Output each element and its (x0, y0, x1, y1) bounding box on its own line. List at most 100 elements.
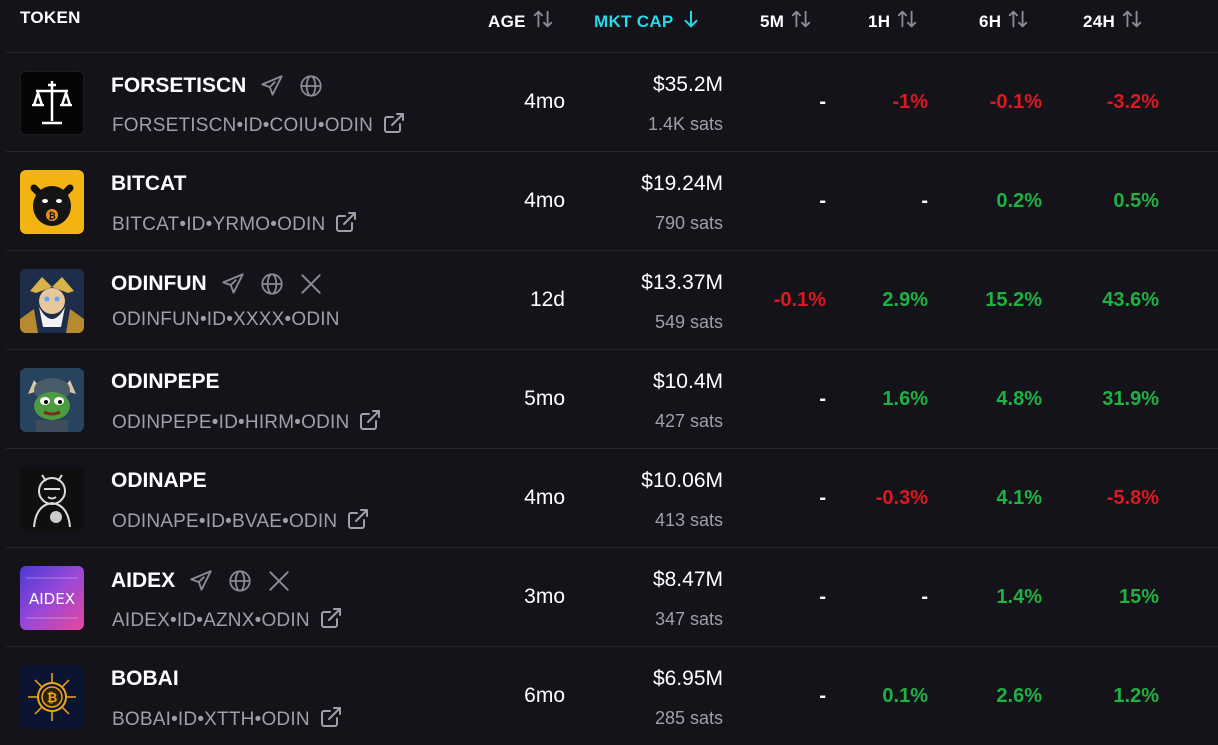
token-sats: 549 sats (654, 312, 723, 332)
svg-text:AIDEX: AIDEX (29, 590, 75, 608)
token-name[interactable]: AIDEX (111, 569, 176, 592)
change-5m: - (819, 487, 826, 509)
external-link-icon[interactable] (319, 606, 343, 636)
token-ticker-line: ODINPEPE•ID•HIRM•ODIN (112, 408, 382, 438)
sort-icon[interactable] (896, 8, 918, 35)
token-age: 4mo (524, 90, 565, 113)
col-age-header[interactable]: AGE (488, 8, 554, 35)
change-6h: 4.1% (996, 487, 1042, 509)
table-row[interactable]: ODINPEPE ODINPEPE•ID•HIRM•ODIN 5mo $10.4M 42… (6, 349, 1218, 448)
token-age: 6mo (524, 684, 565, 707)
token-mktcap: $13.37M (641, 271, 723, 294)
token-sats: 347 sats (654, 609, 723, 629)
table-row[interactable]: ₿ BITCAT BITCAT•ID•YRMO•ODIN 4mo $19.24M 790 … (6, 151, 1218, 250)
token-name[interactable]: ODINFUN (111, 272, 207, 295)
token-ticker: AIDEX•ID•AZNX•ODIN (112, 610, 310, 631)
token-mktcap: $10.06M (641, 469, 723, 492)
token-ticker: ODINFUN•ID•XXXX•ODIN (112, 309, 340, 330)
odin-warrior-logo (20, 269, 84, 333)
token-age: 12d (529, 288, 565, 311)
col-mktcap-header[interactable]: MKT CAP (594, 8, 702, 35)
change-24h: -5.8% (1106, 487, 1159, 509)
x-icon[interactable] (266, 568, 292, 594)
aidex-logo: AIDEX (20, 566, 84, 630)
change-5m: -0.1% (773, 289, 826, 311)
scales-logo (20, 71, 84, 135)
token-name[interactable]: ODINAPE (111, 469, 207, 492)
token-ticker: ODINPEPE•ID•HIRM•ODIN (112, 412, 350, 433)
token-name-line: FORSETISCN (111, 73, 324, 99)
change-24h: -3.2% (1106, 91, 1159, 113)
change-1h: 2.9% (882, 289, 928, 311)
external-link-icon[interactable] (319, 705, 343, 735)
black-cat-logo: ₿ (20, 170, 84, 234)
external-link-icon[interactable] (334, 210, 358, 240)
change-1h: -0.3% (875, 487, 928, 509)
table-row[interactable]: ₿ BOBAI BOBAI•ID•XTTH•ODIN 6mo $6.95M 285 sat… (6, 646, 1218, 745)
change-24h: 1.2% (1113, 685, 1159, 707)
sort-icon[interactable] (790, 8, 812, 35)
table-header: TOKEN AGE MKT CAP 5M 1H 6H 24H (0, 0, 1218, 36)
token-name[interactable]: BOBAI (111, 667, 179, 690)
viking-pepe-logo (20, 368, 84, 432)
bitcoin-circuit-logo: ₿ (20, 665, 84, 729)
token-mktcap: $6.95M (652, 667, 723, 690)
change-5m: - (819, 388, 826, 410)
token-name-line: BITCAT (111, 172, 186, 196)
change-1h: 0.1% (882, 685, 928, 707)
sort-icon[interactable] (532, 8, 554, 35)
table-row[interactable]: ODINFUN ODINFUN•ID•XXXX•ODIN 12d $13.37M 549… (6, 250, 1218, 349)
change-24h: 43.6% (1102, 289, 1159, 311)
globe-icon[interactable] (227, 568, 253, 594)
sort-icon[interactable] (1007, 8, 1029, 35)
token-name[interactable]: ODINPEPE (111, 370, 220, 393)
table-row[interactable]: FORSETISCN FORSETISCN•ID•COIU•ODIN 4mo $35.… (6, 52, 1218, 151)
change-1h: -1% (892, 91, 928, 113)
change-6h: -0.1% (989, 91, 1042, 113)
external-link-icon[interactable] (358, 408, 382, 438)
globe-icon[interactable] (259, 271, 285, 297)
external-link-icon[interactable] (382, 111, 406, 141)
change-5m: - (819, 190, 826, 212)
token-ticker: FORSETISCN•ID•COIU•ODIN (112, 115, 374, 136)
change-5m: - (819, 91, 826, 113)
token-sats: 413 sats (654, 510, 723, 530)
col-24h-header[interactable]: 24H (1083, 8, 1143, 35)
token-name[interactable]: FORSETISCN (111, 74, 247, 97)
external-link-icon[interactable] (346, 507, 370, 537)
token-ticker: ODINAPE•ID•BVAE•ODIN (112, 511, 338, 532)
token-ticker-line: ODINFUN•ID•XXXX•ODIN (112, 309, 340, 331)
change-5m: - (819, 685, 826, 707)
token-name-line: ODINFUN (111, 271, 324, 297)
change-24h: 31.9% (1102, 388, 1159, 410)
col-5m-header[interactable]: 5M (760, 8, 812, 35)
token-ticker-line: AIDEX•ID•AZNX•ODIN (112, 606, 343, 636)
token-ticker-line: BOBAI•ID•XTTH•ODIN (112, 705, 343, 735)
col-6h-header[interactable]: 6H (979, 8, 1029, 35)
token-ticker-line: BITCAT•ID•YRMO•ODIN (112, 210, 358, 240)
globe-icon[interactable] (298, 73, 324, 99)
svg-text:₿: ₿ (47, 691, 58, 706)
x-icon[interactable] (298, 271, 324, 297)
sort-desc-icon[interactable] (680, 8, 702, 35)
token-age: 4mo (524, 189, 565, 212)
sort-icon[interactable] (1121, 8, 1143, 35)
telegram-icon[interactable] (220, 271, 246, 297)
change-24h: 0.5% (1113, 190, 1159, 212)
token-mktcap: $10.4M (652, 370, 723, 393)
telegram-icon[interactable] (259, 73, 285, 99)
token-ticker-line: FORSETISCN•ID•COIU•ODIN (112, 111, 406, 141)
token-age: 3mo (524, 585, 565, 608)
table-row[interactable]: ODINAPE ODINAPE•ID•BVAE•ODIN 4mo $10.06M 413… (6, 448, 1218, 547)
token-age: 5mo (524, 387, 565, 410)
token-name-line: BOBAI (111, 667, 179, 691)
token-sats: 285 sats (654, 708, 723, 728)
token-ticker: BITCAT•ID•YRMO•ODIN (112, 214, 326, 235)
ape-logo (20, 467, 84, 531)
token-name[interactable]: BITCAT (111, 172, 187, 195)
table-row[interactable]: AIDEX AIDEX AIDEX•ID•AZNX•ODIN 3mo $8.47M 347… (6, 547, 1218, 646)
token-name-line: ODINAPE (111, 469, 207, 493)
change-1h: - (921, 586, 928, 608)
telegram-icon[interactable] (188, 568, 214, 594)
col-1h-header[interactable]: 1H (868, 8, 918, 35)
